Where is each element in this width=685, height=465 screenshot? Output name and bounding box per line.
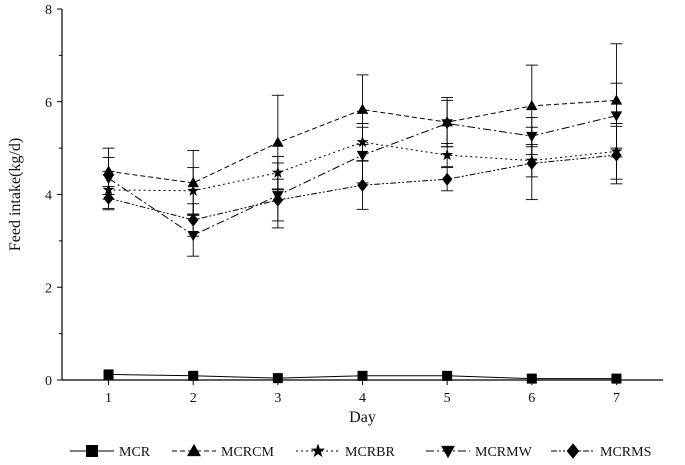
data-point [103,191,114,205]
legend-item-mcr: MCR [70,445,151,460]
data-point [611,373,622,384]
y-tick-label: 0 [45,374,52,389]
legend-marker [187,443,201,457]
x-tick-label: 1 [105,391,112,406]
x-axis-title: Day [349,409,376,426]
y-tick-label: 4 [45,189,52,204]
y-tick-label: 8 [45,3,52,18]
data-point [272,373,283,384]
legend-marker [441,445,455,459]
series-mcr [103,369,622,384]
y-axis-title: Feed intake(kg/d) [7,138,24,251]
data-point [357,178,368,192]
x-tick-label: 7 [613,391,620,406]
data-point [272,136,284,147]
legend-item-mcrcm: MCRCM [172,443,274,460]
data-point [188,370,199,381]
legend-label: MCRMW [475,445,533,460]
data-point [187,184,200,196]
legend-marker [310,443,326,458]
legend: MCR MCRCM MCRBR MCRMW MCRMS [70,443,651,460]
plot-area: 1 2 3 4 5 6 7 0 2 4 6 8 [45,3,663,406]
legend-item-mcrms: MCRMS [551,443,651,460]
data-point [102,174,115,185]
x-tick-label: 4 [359,391,366,406]
data-point [272,193,284,207]
legend-label: MCRBR [345,445,395,460]
legend-marker [86,445,98,457]
data-point [611,148,622,162]
legend-label: MCRCM [221,445,274,460]
legend-item-mcrmw: MCRMW [426,445,533,460]
data-point [526,156,538,170]
data-point [610,111,623,122]
x-tick-label: 3 [274,391,281,406]
legend-label: MCR [119,445,151,460]
data-point [103,369,114,380]
legend-item-mcrbr: MCRBR [296,443,395,460]
legend-label: MCRMS [600,445,651,460]
y-tick-label: 2 [45,281,52,296]
data-point [441,148,454,161]
y-tick-label: 6 [45,96,52,111]
data-point [441,172,453,186]
data-point [526,373,537,384]
data-point [441,119,453,130]
x-tick-label: 2 [190,391,197,406]
x-tick-label: 5 [444,391,451,406]
data-point [357,370,368,381]
data-point [356,150,369,162]
legend-marker [566,443,580,459]
data-point [187,213,199,227]
data-point [356,103,369,114]
data-point [526,99,538,111]
data-point [442,370,453,381]
series-mcrms [102,125,623,237]
x-tick-label: 6 [528,391,535,406]
